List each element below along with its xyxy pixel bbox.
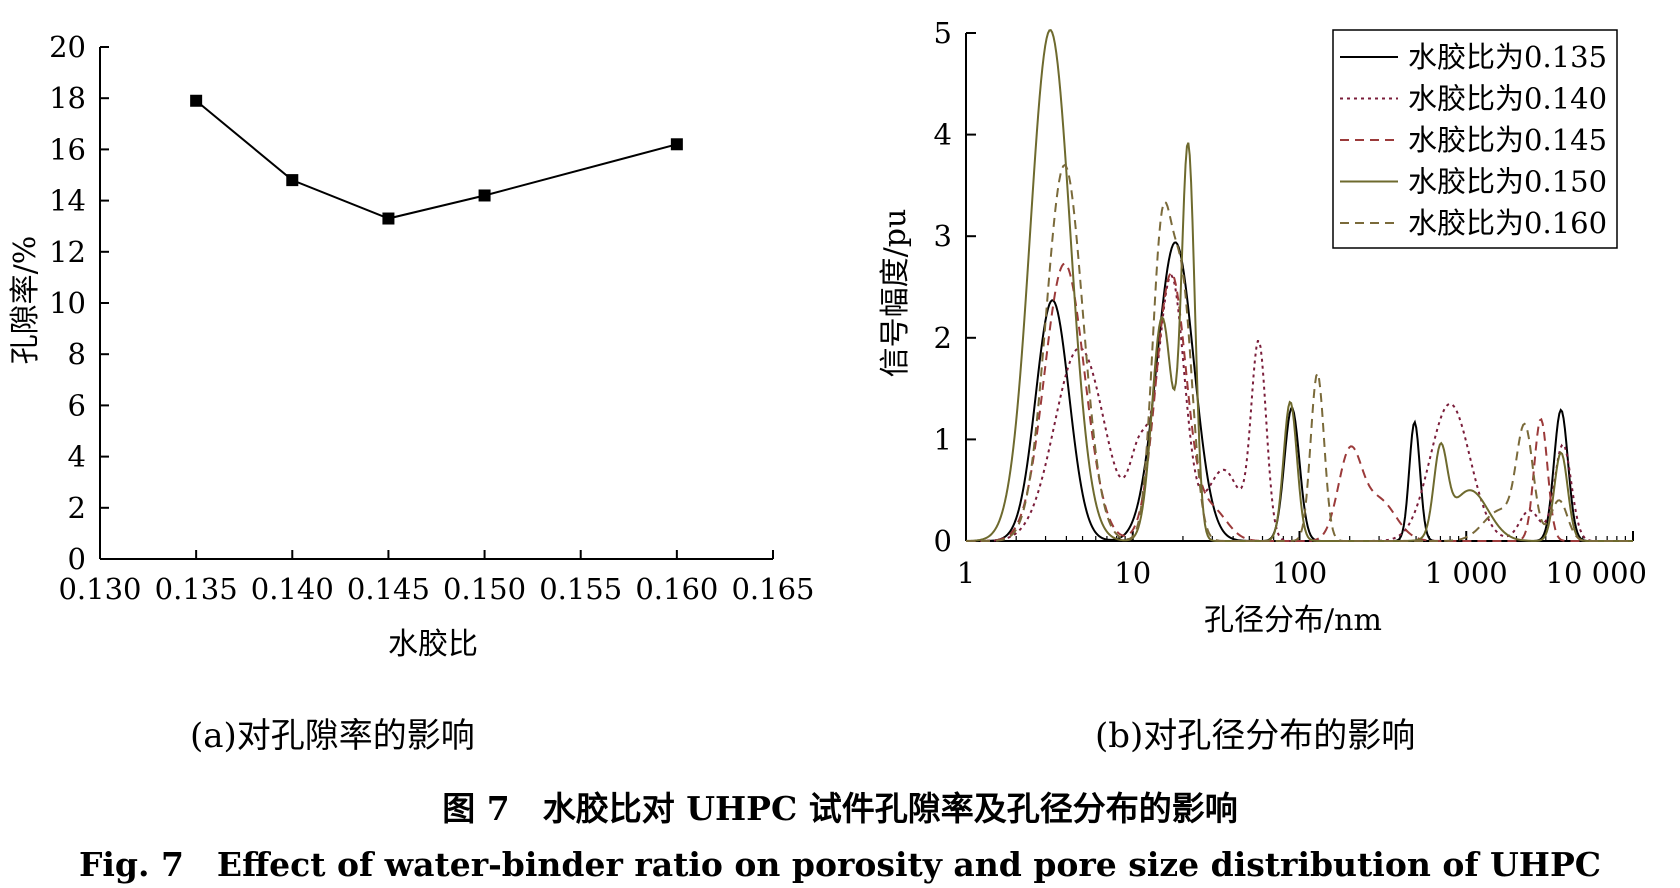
porosity-y-tick-label: 12 xyxy=(49,235,86,269)
panel-b-caption: (b)对孔径分布的影响 xyxy=(1095,716,1416,756)
pore-size-y-axis-label: 信号幅度/pu xyxy=(878,209,913,378)
porosity-x-tick-label: 0.135 xyxy=(155,572,238,606)
porosity-y-tick-label: 8 xyxy=(68,337,86,371)
legend-label: 水胶比为0.150 xyxy=(1408,165,1607,199)
porosity-x-tick-label: 0.140 xyxy=(251,572,334,606)
porosity-data-point xyxy=(478,189,491,202)
porosity-x-axis-label: 水胶比 xyxy=(388,627,478,662)
pore-size-y-tick-label: 3 xyxy=(934,219,952,253)
pore-size-series-3-line xyxy=(966,262,1633,542)
porosity-y-tick-label: 14 xyxy=(49,184,86,218)
pore-size-y-tick-label: 2 xyxy=(934,321,952,355)
legend: 水胶比为0.135 水胶比为0.140 水胶比为0.145 水胶比为0.150 水胶比为… xyxy=(1332,29,1618,249)
porosity-y-axis-label: 孔隙率/% xyxy=(8,236,43,365)
porosity-series-line xyxy=(195,99,678,220)
pore-size-y-tick-label: 0 xyxy=(934,524,952,558)
pore-size-x-axis-label: 孔径分布/nm xyxy=(1204,603,1382,638)
legend-label: 水胶比为0.145 xyxy=(1408,123,1607,157)
pore-size-x-tick-label: 1 xyxy=(957,556,975,590)
figure-title-english: Fig. 7 Effect of water-binder ratio on p… xyxy=(78,845,1602,884)
porosity-y-tick-label: 0 xyxy=(68,542,86,576)
legend-label: 水胶比为0.160 xyxy=(1408,206,1607,240)
porosity-x-tick-label: 0.155 xyxy=(539,572,622,606)
pore-size-y-tick-label: 5 xyxy=(934,16,952,50)
pore-size-y-tick-label: 4 xyxy=(934,118,952,152)
porosity-x-tick-label: 0.150 xyxy=(443,572,526,606)
porosity-data-point xyxy=(286,174,299,187)
pore-size-x-tick-label: 100 xyxy=(1272,556,1327,590)
porosity-y-tick-label: 10 xyxy=(49,286,86,320)
porosity-y-tick-label: 16 xyxy=(49,132,86,166)
pore-size-series-4-line xyxy=(965,29,1633,542)
porosity-data-point xyxy=(190,94,203,107)
panel-a-caption: (a)对孔隙率的影响 xyxy=(190,716,475,756)
porosity-x-tick-label: 0.160 xyxy=(635,572,718,606)
porosity-y-tick-label: 6 xyxy=(68,388,86,422)
porosity-y-tick-label: 18 xyxy=(49,81,86,115)
porosity-y-tick-label: 20 xyxy=(49,30,86,64)
pore-size-series-5-line xyxy=(966,163,1633,542)
figure-title-chinese: 图 7 水胶比对 UHPC 试件孔隙率及孔径分布的影响 xyxy=(442,789,1238,828)
porosity-x-tick-label: 0.145 xyxy=(347,572,430,606)
porosity-chart: 0.130 0.135 0.140 0.145 0.150 0.155 0.160 0.165… xyxy=(8,30,815,662)
pore-size-x-tick-label: 10 xyxy=(1114,556,1151,590)
porosity-y-tick-label: 4 xyxy=(68,440,86,474)
pore-size-x-tick-label: 1 000 xyxy=(1425,556,1508,590)
porosity-data-point xyxy=(382,212,395,225)
legend-label: 水胶比为0.135 xyxy=(1408,40,1607,74)
pore-size-series-2-line xyxy=(966,274,1633,542)
porosity-data-point xyxy=(670,138,683,151)
porosity-y-tick-label: 2 xyxy=(68,491,86,525)
pore-size-y-tick-label: 1 xyxy=(934,422,952,456)
porosity-x-tick-label: 0.165 xyxy=(731,572,814,606)
pore-size-x-tick-label: 10 000 xyxy=(1546,556,1647,590)
legend-label: 水胶比为0.140 xyxy=(1408,82,1607,116)
porosity-x-tick-label: 0.130 xyxy=(58,572,141,606)
